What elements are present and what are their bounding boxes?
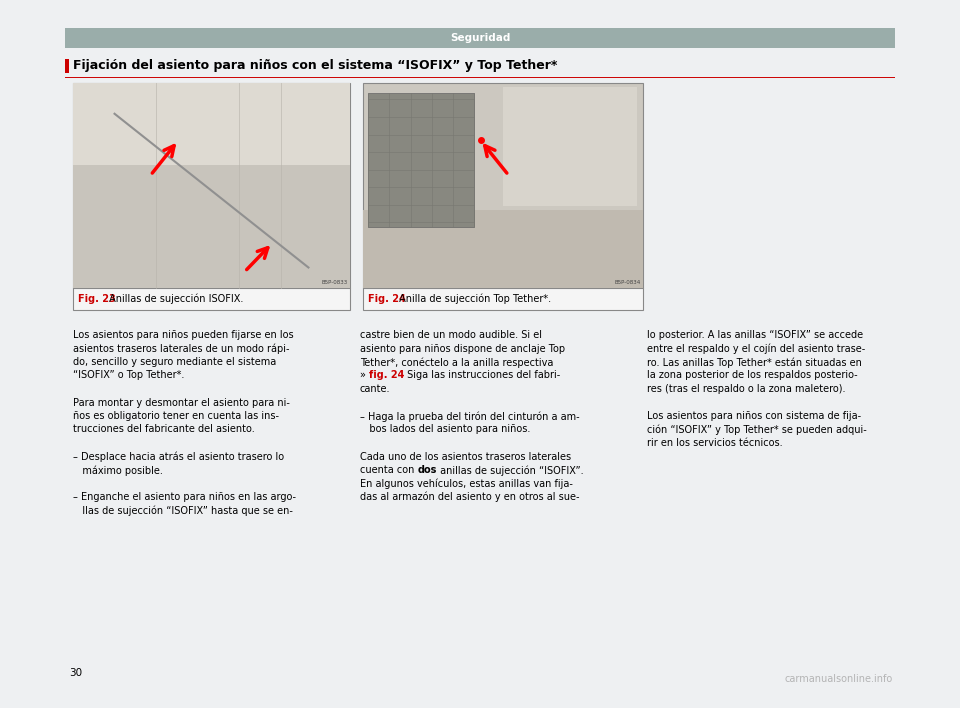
Text: Seguridad: Seguridad bbox=[450, 33, 510, 43]
Text: En algunos vehículos, estas anillas van fija-: En algunos vehículos, estas anillas van … bbox=[360, 479, 573, 489]
Text: asiento para niños dispone de anclaje Top: asiento para niños dispone de anclaje To… bbox=[360, 343, 565, 353]
Text: – Desplace hacia atrás el asiento trasero lo: – Desplace hacia atrás el asiento traser… bbox=[73, 452, 284, 462]
Text: rir en los servicios técnicos.: rir en los servicios técnicos. bbox=[647, 438, 782, 448]
Text: ro. Las anillas Top Tether* están situadas en: ro. Las anillas Top Tether* están situad… bbox=[647, 357, 862, 367]
Text: cuenta con: cuenta con bbox=[360, 465, 418, 475]
Text: fig. 24: fig. 24 bbox=[369, 370, 404, 380]
Text: Tether*, conéctelo a la anilla respectiva: Tether*, conéctelo a la anilla respectiv… bbox=[360, 357, 553, 367]
Text: Fig. 24: Fig. 24 bbox=[368, 294, 406, 304]
Bar bbox=[73, 83, 350, 288]
Text: Anilla de sujección Top Tether*.: Anilla de sujección Top Tether*. bbox=[396, 294, 551, 304]
Bar bbox=[73, 83, 350, 165]
Text: do, sencillo y seguro mediante el sistema: do, sencillo y seguro mediante el sistem… bbox=[73, 357, 276, 367]
Bar bbox=[73, 288, 350, 310]
Text: “ISOFIX” o Top Tether*.: “ISOFIX” o Top Tether*. bbox=[73, 370, 184, 380]
Text: castre bien de un modo audible. Si el: castre bien de un modo audible. Si el bbox=[360, 330, 542, 340]
Text: ción “ISOFIX” y Top Tether* se pueden adqui-: ción “ISOFIX” y Top Tether* se pueden ad… bbox=[647, 425, 867, 435]
Text: Fig. 23: Fig. 23 bbox=[78, 294, 116, 304]
Text: res (tras el respaldo o la zona maletero).: res (tras el respaldo o la zona maletero… bbox=[647, 384, 846, 394]
Text: B5P-0833: B5P-0833 bbox=[322, 280, 348, 285]
Text: Anillas de sujección ISOFIX.: Anillas de sujección ISOFIX. bbox=[106, 294, 244, 304]
Bar bbox=[73, 165, 350, 288]
Text: Los asientos para niños pueden fijarse en los: Los asientos para niños pueden fijarse e… bbox=[73, 330, 294, 340]
Text: cante.: cante. bbox=[360, 384, 391, 394]
Text: lo posterior. A las anillas “ISOFIX” se accede: lo posterior. A las anillas “ISOFIX” se … bbox=[647, 330, 863, 340]
Text: máximo posible.: máximo posible. bbox=[73, 465, 163, 476]
Text: B5P-0834: B5P-0834 bbox=[614, 280, 641, 285]
Text: »: » bbox=[360, 370, 369, 380]
Text: Cada uno de los asientos traseros laterales: Cada uno de los asientos traseros latera… bbox=[360, 452, 571, 462]
Bar bbox=[503, 87, 637, 206]
Text: anillas de sujección “ISOFIX”.: anillas de sujección “ISOFIX”. bbox=[437, 465, 584, 476]
Text: Para montar y desmontar el asiento para ni-: Para montar y desmontar el asiento para … bbox=[73, 397, 290, 408]
Text: asientos traseros laterales de un modo rápi-: asientos traseros laterales de un modo r… bbox=[73, 343, 290, 354]
Text: la zona posterior de los respaldos posterio-: la zona posterior de los respaldos poste… bbox=[647, 370, 857, 380]
Bar bbox=[363, 210, 643, 288]
Text: entre el respaldo y el cojín del asiento trase-: entre el respaldo y el cojín del asiento… bbox=[647, 343, 865, 354]
Text: llas de sujección “ISOFIX” hasta que se en-: llas de sujección “ISOFIX” hasta que se … bbox=[73, 506, 293, 516]
Text: das al armazón del asiento y en otros al sue-: das al armazón del asiento y en otros al… bbox=[360, 492, 580, 503]
Bar bbox=[368, 93, 474, 227]
Bar bbox=[65, 28, 895, 48]
Text: Siga las instrucciones del fabri-: Siga las instrucciones del fabri- bbox=[404, 370, 561, 380]
Bar bbox=[363, 83, 643, 288]
Text: ños es obligatorio tener en cuenta las ins-: ños es obligatorio tener en cuenta las i… bbox=[73, 411, 279, 421]
Text: 30: 30 bbox=[69, 668, 83, 678]
Text: bos lados del asiento para niños.: bos lados del asiento para niños. bbox=[360, 425, 530, 435]
Text: Fijación del asiento para niños con el sistema “ISOFIX” y Top Tether*: Fijación del asiento para niños con el s… bbox=[73, 59, 558, 72]
Text: carmanualsonline.info: carmanualsonline.info bbox=[784, 674, 893, 684]
Text: Los asientos para niños con sistema de fija-: Los asientos para niños con sistema de f… bbox=[647, 411, 861, 421]
Text: – Enganche el asiento para niños en las argo-: – Enganche el asiento para niños en las … bbox=[73, 492, 296, 502]
Text: trucciones del fabricante del asiento.: trucciones del fabricante del asiento. bbox=[73, 425, 254, 435]
Bar bbox=[363, 288, 643, 310]
Text: – Haga la prueba del tirón del cinturón a am-: – Haga la prueba del tirón del cinturón … bbox=[360, 411, 580, 421]
Text: dos: dos bbox=[418, 465, 437, 475]
Bar bbox=[65, 59, 69, 73]
